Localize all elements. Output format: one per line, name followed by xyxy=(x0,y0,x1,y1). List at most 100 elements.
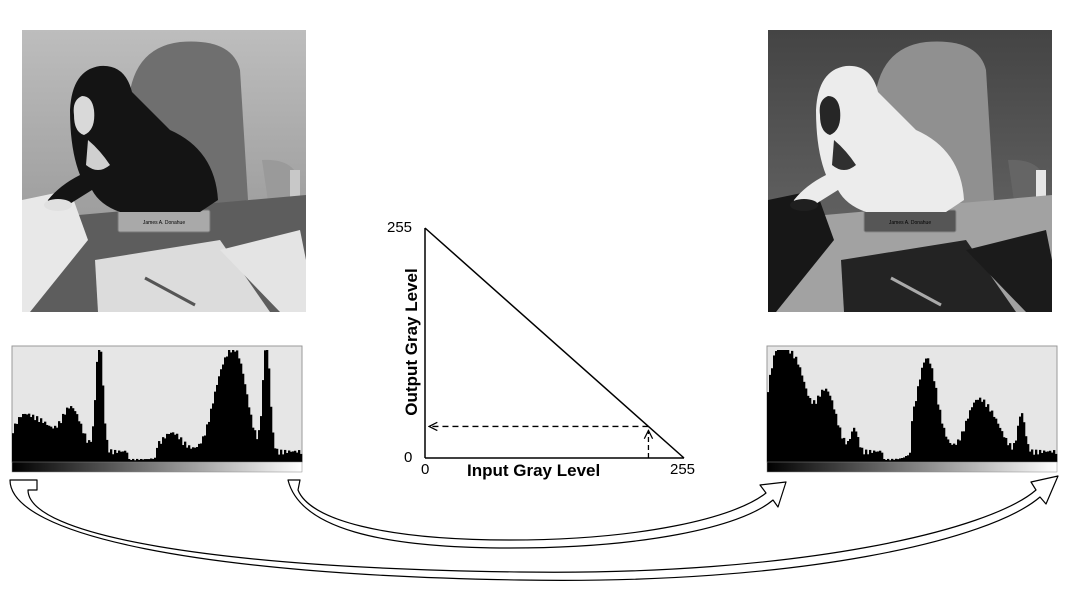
histogram-bar xyxy=(224,357,227,462)
histogram-bar xyxy=(82,433,85,462)
histogram-bar xyxy=(797,364,800,462)
histogram-bar xyxy=(170,432,173,462)
histogram-bar xyxy=(943,427,946,462)
histogram-bar xyxy=(933,381,936,462)
histogram-bar xyxy=(18,417,21,462)
histogram-bar xyxy=(172,432,175,462)
histogram-bar xyxy=(160,443,163,462)
histogram-bar xyxy=(809,398,812,462)
histogram-bar xyxy=(88,440,91,462)
histogram-bar xyxy=(136,458,139,462)
histogram-bar xyxy=(1037,454,1040,462)
histogram-bar xyxy=(989,411,992,462)
histogram-bar xyxy=(228,350,231,462)
histogram-bar xyxy=(1027,444,1030,462)
histogram-bar xyxy=(68,408,71,462)
histogram-bar xyxy=(1049,450,1052,462)
histogram-bar xyxy=(931,368,934,462)
histogram-bar xyxy=(58,421,61,462)
histogram-bar xyxy=(791,350,794,462)
histogram-bar xyxy=(130,459,133,462)
histogram-bar xyxy=(771,368,774,462)
histogram-bar xyxy=(897,459,900,462)
histogram-bar xyxy=(254,430,257,462)
histogram-bar xyxy=(805,388,808,462)
histogram-bar xyxy=(70,406,73,462)
histogram-bar xyxy=(909,452,912,462)
histogram-bar xyxy=(134,460,137,462)
histogram-bar xyxy=(969,410,972,462)
histogram-bar xyxy=(977,399,980,462)
histogram-bar xyxy=(951,444,954,462)
histogram-bar xyxy=(855,431,858,462)
histogram-bar xyxy=(1031,449,1034,462)
gray-scale-bar xyxy=(766,461,1058,473)
histogram-bar xyxy=(36,416,39,462)
histogram-bar xyxy=(1023,422,1026,462)
x-tick-min: 0 xyxy=(421,461,429,478)
histogram-bar xyxy=(154,457,157,462)
histogram-bar xyxy=(781,350,784,462)
histogram-bar xyxy=(92,426,95,462)
histogram-bar xyxy=(150,458,153,462)
histogram-bar xyxy=(112,454,115,462)
histogram-bar xyxy=(881,452,884,462)
histogram-bar xyxy=(959,440,962,462)
histogram-bar xyxy=(14,423,17,462)
histogram-bar xyxy=(30,417,33,462)
histogram-bar xyxy=(829,395,832,462)
histogram-bar xyxy=(192,447,195,462)
histogram-bar xyxy=(146,459,149,462)
histogram-bar xyxy=(26,414,29,462)
histogram-bar xyxy=(919,379,922,462)
histogram-bar xyxy=(1051,452,1054,462)
histogram-bar xyxy=(1045,451,1048,462)
negative-transform-line xyxy=(424,227,685,459)
histogram-bar xyxy=(895,458,898,462)
histogram-bar xyxy=(102,385,105,462)
histogram-bar xyxy=(783,350,786,462)
histogram-bar xyxy=(861,447,864,462)
histogram-bar xyxy=(779,350,782,462)
histogram-bar xyxy=(186,447,189,462)
flow-arrow-outer xyxy=(9,475,1059,581)
histogram-bar xyxy=(937,404,940,462)
histogram-bar xyxy=(1047,451,1050,462)
histogram-bar xyxy=(1053,450,1056,462)
histogram-bar xyxy=(893,459,896,462)
histogram-bar xyxy=(1033,454,1036,462)
histogram-bar xyxy=(190,448,193,462)
histogram-bar xyxy=(901,458,904,462)
histogram-bar xyxy=(1003,437,1006,462)
histogram-bar xyxy=(965,420,968,462)
histogram-bar xyxy=(66,407,69,462)
histogram-bar xyxy=(80,423,83,462)
gray-scale-bar xyxy=(11,461,303,473)
histogram-bar xyxy=(86,442,89,462)
histogram-bar xyxy=(276,448,279,462)
histogram-bar xyxy=(96,361,99,462)
histogram-bar xyxy=(851,431,854,462)
histogram-bar xyxy=(284,449,287,462)
histogram-bar xyxy=(915,401,918,462)
histogram-bar xyxy=(204,435,207,462)
histogram-bar xyxy=(202,436,205,462)
histogram-bar xyxy=(913,406,916,462)
histogram-bar xyxy=(50,426,53,462)
histogram-bar xyxy=(200,443,203,462)
histogram-bar xyxy=(807,395,810,462)
histogram-bar xyxy=(1025,436,1028,462)
histogram-bar xyxy=(871,452,874,462)
flow-arrow-inner xyxy=(287,479,787,549)
histogram-bar xyxy=(242,373,245,462)
histogram-bar xyxy=(833,409,836,462)
histogram-bar xyxy=(110,449,113,462)
histogram-bar xyxy=(787,350,790,462)
histogram-bar xyxy=(32,414,35,462)
histogram-bar xyxy=(128,459,131,462)
histogram-bar xyxy=(132,458,135,462)
histogram-bar xyxy=(869,449,872,462)
histogram-bar xyxy=(929,363,932,462)
y-tick-min: 0 xyxy=(404,449,412,466)
histogram-bar xyxy=(821,389,824,462)
